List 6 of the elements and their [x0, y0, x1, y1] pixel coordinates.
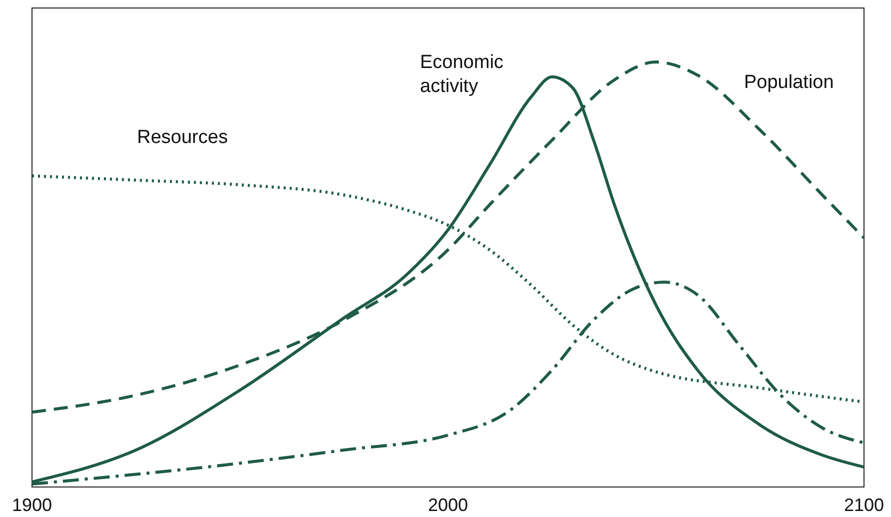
series-label: Resources — [137, 127, 228, 148]
series-label: Economic activity — [420, 52, 504, 97]
series-label: Population — [744, 72, 834, 93]
x-tick-label: 2000 — [428, 495, 468, 515]
x-tick-label: 2100 — [844, 495, 884, 515]
x-tick-label: 1900 — [12, 495, 52, 515]
